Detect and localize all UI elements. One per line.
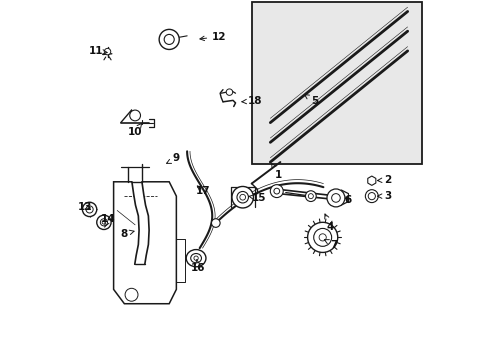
Polygon shape (113, 182, 176, 304)
Circle shape (319, 234, 325, 241)
Text: 4: 4 (324, 214, 334, 231)
Text: 5: 5 (304, 95, 317, 106)
Text: 17: 17 (196, 186, 210, 196)
Circle shape (211, 219, 220, 227)
Circle shape (308, 194, 313, 199)
Text: 7: 7 (324, 239, 337, 249)
Text: 13: 13 (78, 202, 92, 212)
Text: 10: 10 (128, 123, 142, 136)
Circle shape (100, 219, 107, 226)
Circle shape (273, 188, 279, 194)
Circle shape (129, 110, 140, 121)
Circle shape (237, 192, 248, 203)
Circle shape (305, 191, 316, 202)
Circle shape (164, 35, 174, 44)
Text: 16: 16 (190, 260, 204, 273)
Circle shape (270, 185, 283, 198)
Text: 9: 9 (166, 153, 180, 163)
Circle shape (365, 190, 378, 203)
Circle shape (226, 89, 232, 95)
Circle shape (313, 228, 331, 246)
Circle shape (97, 215, 111, 229)
Circle shape (125, 288, 138, 301)
Text: 14: 14 (101, 215, 115, 227)
Text: 2: 2 (377, 175, 391, 185)
Circle shape (326, 189, 344, 207)
Circle shape (367, 193, 375, 200)
Circle shape (239, 194, 245, 200)
Text: 11: 11 (88, 46, 107, 56)
Text: 3: 3 (377, 191, 391, 201)
Circle shape (86, 206, 93, 213)
FancyBboxPatch shape (252, 3, 421, 164)
Circle shape (104, 48, 110, 55)
Text: 12: 12 (200, 32, 226, 41)
Text: 8: 8 (121, 229, 134, 239)
Circle shape (102, 221, 105, 224)
Ellipse shape (190, 253, 201, 263)
Text: 6: 6 (344, 195, 351, 205)
Ellipse shape (194, 256, 198, 260)
Text: 15: 15 (248, 193, 265, 203)
Polygon shape (367, 176, 375, 185)
Circle shape (82, 202, 97, 217)
Circle shape (159, 30, 179, 49)
Ellipse shape (186, 249, 205, 267)
Circle shape (231, 186, 253, 208)
Text: 18: 18 (242, 96, 262, 106)
Circle shape (307, 222, 337, 252)
Circle shape (331, 194, 340, 202)
Text: 1: 1 (271, 163, 282, 180)
